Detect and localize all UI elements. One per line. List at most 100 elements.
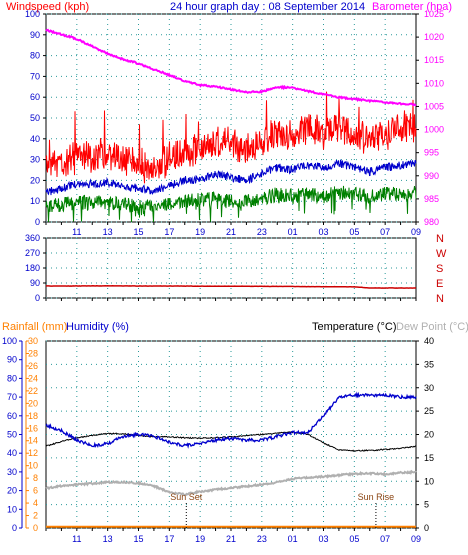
- humidity-y-tick-label: 50: [7, 430, 17, 440]
- wind-y-tick-label: 100: [25, 9, 40, 19]
- humidity-y-tick-label: 0: [12, 523, 17, 533]
- wind-y-tick-label: 0: [35, 217, 40, 227]
- direction-y-tick-label: 180: [25, 263, 40, 273]
- temp-y-tick-label: 25: [424, 406, 434, 416]
- x-tick-label: 19: [195, 534, 205, 544]
- baro-y-tick-label: 985: [424, 194, 439, 204]
- x-tick-label: 23: [257, 534, 267, 544]
- x-tick-label: 05: [349, 227, 359, 237]
- dewpoint-line: [45, 469, 417, 497]
- rain-y-tick-label: 22: [28, 386, 38, 396]
- baro-y-tick-label: 995: [424, 148, 439, 158]
- dewpoint-axis-title: Dew Point (°C): [396, 321, 468, 333]
- x-tick-label: 09: [411, 227, 421, 237]
- humidity-y-tick-label: 30: [7, 467, 17, 477]
- rain-y-tick-label: 2: [33, 511, 38, 521]
- annotations: Sun Set Sun Rise: [170, 492, 394, 528]
- baro-y-tick-label: 1025: [424, 9, 444, 19]
- temp-y-tick-label: 10: [424, 476, 434, 486]
- rain-y-tick-label: 6: [33, 486, 38, 496]
- x-tick-label: 19: [195, 227, 205, 237]
- wind-y-tick-label: 90: [30, 30, 40, 40]
- rain-y-tick-label: 0: [33, 523, 38, 533]
- humidity-axis-title: Humidity (%): [66, 321, 129, 333]
- baro-y-tick-label: 1010: [424, 78, 444, 88]
- x-tick-label: 13: [103, 227, 113, 237]
- compass-label: W: [436, 248, 447, 260]
- x-tick-label: 15: [133, 227, 143, 237]
- wind-y-tick-label: 70: [30, 71, 40, 81]
- temp-y-tick-label: 40: [424, 336, 434, 346]
- rain-y-tick-label: 30: [28, 336, 38, 346]
- baro-y-tick-label: 980: [424, 217, 439, 227]
- temp-y-tick-label: 35: [424, 359, 434, 369]
- rainfall-axis-title: Rainfall (mm): [2, 321, 67, 333]
- wind-gust-line: [45, 91, 417, 184]
- wind-y-tick-label: 10: [30, 196, 40, 206]
- temp-y-tick-label: 0: [424, 523, 429, 533]
- x-tick-label: 07: [380, 227, 390, 237]
- direction-y-tick-label: 90: [30, 278, 40, 288]
- humidity-y-tick-label: 70: [7, 392, 17, 402]
- wind-y-tick-label: 20: [30, 175, 40, 185]
- x-tick-label: 13: [103, 534, 113, 544]
- rain-y-tick-label: 28: [28, 348, 38, 358]
- x-tick-label: 17: [164, 227, 174, 237]
- wind-avg-line: [45, 159, 417, 196]
- humidity-y-tick-label: 90: [7, 355, 17, 365]
- humidity-y-tick-label: 100: [2, 336, 17, 346]
- humidity-y-tick-label: 60: [7, 411, 17, 421]
- graph-title: 24 hour graph day : 08 September 2014: [170, 1, 365, 13]
- wind-y-tick-label: 30: [30, 155, 40, 165]
- sun-rise-label: Sun Rise: [358, 492, 395, 502]
- temp-y-tick-label: 30: [424, 383, 434, 393]
- x-tick-label: 03: [318, 534, 328, 544]
- x-tick-label: 21: [226, 534, 236, 544]
- x-tick-label: 17: [164, 534, 174, 544]
- compass-label: E: [436, 278, 443, 290]
- x-tick-label: 07: [380, 534, 390, 544]
- baro-y-tick-label: 1005: [424, 101, 444, 111]
- wind-y-tick-label: 50: [30, 113, 40, 123]
- direction-y-tick-label: 270: [25, 248, 40, 258]
- x-tick-label: 09: [411, 534, 421, 544]
- humidity-y-tick-label: 40: [7, 448, 17, 458]
- wind-direction-line: [45, 285, 417, 289]
- compass-label: N: [436, 293, 444, 305]
- humidity-y-tick-label: 10: [7, 504, 17, 514]
- rain-y-tick-label: 14: [28, 436, 38, 446]
- rain-y-tick-label: 4: [33, 498, 38, 508]
- baro-y-tick-label: 1000: [424, 125, 444, 135]
- temperature-line: [45, 431, 417, 452]
- x-tick-label: 11: [72, 227, 81, 237]
- temp-y-tick-label: 5: [424, 500, 429, 510]
- windspeed-axis-title: Windspeed (kph): [6, 1, 89, 13]
- direction-y-tick-label: 360: [25, 233, 40, 243]
- compass-label: N: [436, 233, 444, 245]
- x-tick-label: 01: [288, 534, 298, 544]
- series-layer: [45, 28, 417, 528]
- x-tick-label: 23: [257, 227, 267, 237]
- barometer-line: [45, 28, 417, 107]
- x-tick-label: 01: [288, 227, 298, 237]
- rain-y-tick-label: 12: [28, 448, 38, 458]
- barometer-axis-title: Barometer (hpa): [372, 1, 452, 13]
- wind-y-tick-label: 80: [30, 51, 40, 61]
- x-tick-label: 11: [72, 534, 81, 544]
- temp-y-tick-label: 20: [424, 430, 434, 440]
- baro-y-tick-label: 990: [424, 171, 439, 181]
- rain-y-tick-label: 26: [28, 361, 38, 371]
- baro-y-tick-label: 1015: [424, 55, 444, 65]
- rain-y-tick-label: 18: [28, 411, 38, 421]
- wind-y-tick-label: 60: [30, 92, 40, 102]
- rain-y-tick-label: 8: [33, 473, 38, 483]
- x-tick-label: 15: [133, 534, 143, 544]
- rain-y-tick-label: 10: [28, 461, 38, 471]
- humidity-y-tick-label: 20: [7, 486, 17, 496]
- rain-y-tick-label: 24: [28, 373, 38, 383]
- wind-y-tick-label: 40: [30, 134, 40, 144]
- x-tick-label: 05: [349, 534, 359, 544]
- compass-label: S: [436, 263, 443, 275]
